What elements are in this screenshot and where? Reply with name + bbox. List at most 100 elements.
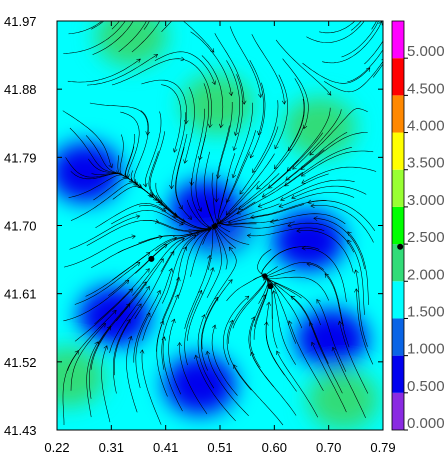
streamline-arrow — [225, 198, 230, 203]
streamline-arrow — [171, 318, 176, 324]
streamline — [284, 147, 352, 187]
streamline — [98, 281, 147, 344]
streamline — [364, 40, 383, 65]
streamline-arrow — [264, 321, 269, 326]
streamline-arrow — [213, 223, 218, 229]
y-tick-label: 41.79 — [4, 150, 37, 165]
streamline — [290, 295, 329, 364]
streamline-arrow — [211, 80, 217, 86]
streamline-arrow — [290, 295, 296, 300]
streamline — [141, 349, 162, 425]
streamline-arrow — [316, 299, 321, 304]
streamline-arrow — [161, 336, 167, 341]
streamline — [228, 277, 267, 344]
streamline-arrow — [402, 8, 406, 12]
streamline — [191, 108, 205, 186]
y-axis: 41.97 41.88 41.79 41.70 41.61 41.52 41.43 — [4, 14, 383, 438]
x-tick-label: 0.51 — [207, 440, 232, 455]
streamline-arrow — [210, 267, 215, 272]
streamline — [184, 86, 195, 164]
streamline — [203, 151, 216, 228]
streamline — [347, 231, 369, 305]
streamline — [339, 321, 369, 394]
streamline — [89, 102, 149, 136]
streamline-arrow — [347, 239, 352, 245]
streamline — [226, 130, 256, 203]
streamline — [118, 21, 147, 53]
streamline — [287, 107, 331, 172]
streamline — [347, 239, 365, 315]
streamline — [302, 62, 371, 84]
streamline — [175, 133, 188, 210]
streamline — [274, 98, 305, 169]
streamline-arrow — [324, 273, 329, 278]
colorbar-frame — [391, 20, 405, 431]
streamline — [195, 135, 206, 212]
streamline — [74, 262, 141, 305]
streamline — [162, 234, 197, 304]
streamline — [94, 268, 150, 325]
streamline — [178, 227, 212, 296]
x-tick-label: 0.41 — [153, 440, 178, 455]
streamline-arrow — [211, 223, 216, 229]
streamline-arrow — [307, 199, 312, 205]
streamline — [138, 205, 212, 230]
streamline — [217, 102, 233, 179]
streamline-arrow — [126, 303, 131, 308]
streamline — [135, 231, 200, 274]
streamline — [226, 320, 252, 391]
streamline — [301, 166, 377, 184]
streamline-arrow — [228, 246, 234, 252]
streamlines — [62, 8, 406, 426]
streamline — [70, 182, 138, 221]
streamline — [132, 238, 185, 296]
streamline — [67, 58, 141, 83]
streamline-arrow — [229, 319, 234, 325]
streamline-arrow — [263, 275, 269, 280]
streamline — [324, 60, 383, 93]
streamline-arrow — [284, 182, 289, 187]
streamline-arrow — [94, 341, 99, 346]
x-tick-label: 0.79 — [370, 440, 395, 455]
streamline-arrow — [337, 320, 343, 326]
streamline — [201, 297, 219, 371]
streamline-arrow — [256, 185, 261, 190]
streamline — [265, 321, 297, 392]
streamline-arrow — [179, 221, 184, 226]
streamline — [201, 279, 233, 350]
streamline-arrow — [106, 325, 112, 331]
streamline-arrow — [207, 123, 213, 129]
streamline — [109, 286, 150, 353]
streamline-arrow — [296, 228, 301, 234]
streamline-arrow — [128, 288, 133, 293]
streamline-arrow — [168, 268, 173, 273]
streamline — [229, 26, 261, 98]
streamline — [161, 294, 179, 370]
streamline-arrow — [198, 289, 203, 295]
streamline-arrow — [231, 173, 237, 179]
streamline — [226, 60, 240, 136]
streamline-arrow — [354, 269, 359, 274]
streamline-arrow — [236, 210, 242, 215]
colorbar-band — [392, 95, 404, 133]
streamline — [250, 352, 297, 416]
streamline-arrow — [180, 237, 185, 242]
streamline-arrow — [201, 314, 206, 319]
streamline — [90, 303, 131, 370]
streamline-arrow — [250, 214, 255, 220]
streamline-arrow — [184, 119, 189, 125]
streamline-arrow — [287, 222, 292, 228]
streamline-arrow — [169, 185, 174, 190]
streamline-arrow — [257, 93, 263, 99]
field-region — [163, 354, 236, 415]
streamline — [206, 224, 222, 298]
streamline-arrow — [194, 354, 199, 359]
streamline — [249, 294, 266, 368]
streamline — [211, 324, 238, 396]
streamline-arrow — [176, 276, 181, 282]
streamline-arrow — [266, 301, 271, 306]
streamline — [300, 132, 368, 170]
streamline-arrow — [327, 91, 332, 96]
streamline — [120, 111, 140, 179]
colorbar-tick-label: 3.000 — [407, 192, 445, 209]
